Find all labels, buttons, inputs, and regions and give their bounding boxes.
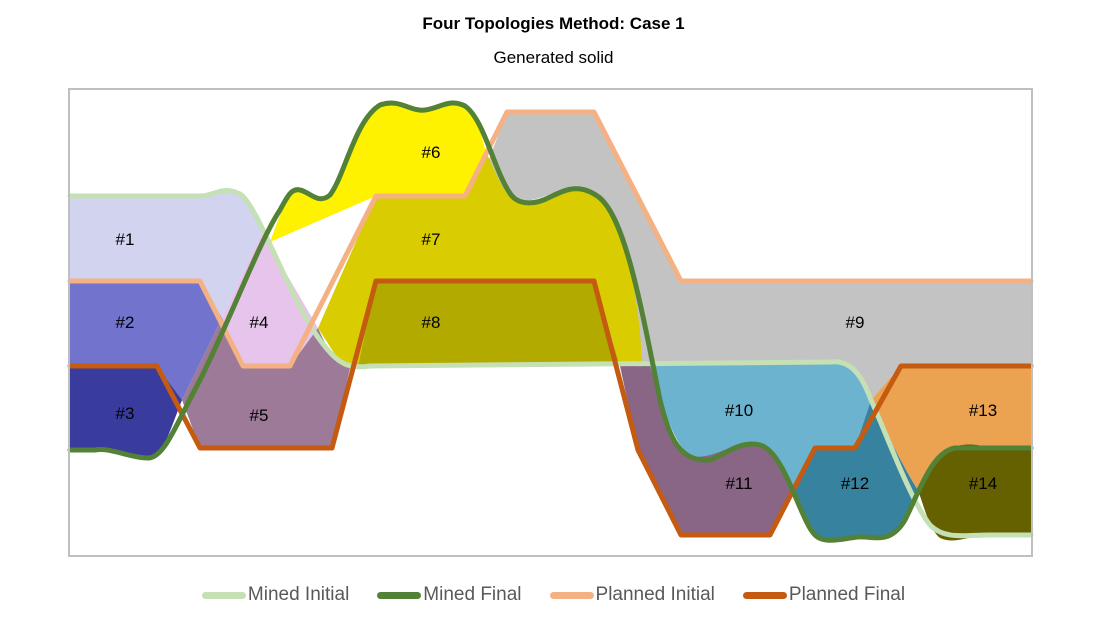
region-2 bbox=[70, 281, 222, 400]
legend-label-planned-initial: Planned Initial bbox=[595, 584, 715, 605]
region-label-11: #11 bbox=[725, 474, 752, 493]
legend-swatch-mined-final bbox=[377, 591, 422, 599]
region-label-12: #12 bbox=[841, 474, 869, 493]
region-label-8: #8 bbox=[422, 313, 441, 332]
legend-item-mined-final: Mined Final bbox=[377, 584, 522, 606]
mined-initial-line bbox=[67, 188, 1034, 539]
legend-swatch-mined-initial bbox=[201, 591, 246, 599]
region-label-14: #14 bbox=[969, 474, 997, 493]
region-8 bbox=[358, 281, 620, 366]
region-14 bbox=[918, 444, 1031, 541]
regions bbox=[70, 102, 1031, 541]
region-7 bbox=[318, 152, 642, 370]
region-label-6: #6 bbox=[422, 143, 441, 162]
chart-title: Four Topologies Method: Case 1 bbox=[422, 14, 685, 33]
legend-swatch-planned-final bbox=[742, 591, 787, 599]
region-label-1: #1 bbox=[116, 230, 135, 249]
region-label-4: #4 bbox=[250, 313, 269, 332]
region-13 bbox=[871, 366, 1031, 490]
legend-item-mined-initial: Mined Initial bbox=[201, 584, 350, 606]
legend-label-mined-initial: Mined Initial bbox=[247, 584, 350, 605]
region-11 bbox=[620, 366, 795, 535]
chart-subtitle: Generated solid bbox=[493, 48, 614, 67]
region-label-5: #5 bbox=[250, 406, 269, 425]
planned-initial-line bbox=[67, 109, 1034, 369]
region-labels: #1 #2 #3 #4 #5 #6 #7 #8 #9 #10 #11 #12 #… bbox=[116, 143, 998, 493]
legend-label-planned-final: Planned Final bbox=[788, 584, 906, 605]
region-1 bbox=[70, 190, 262, 318]
region-label-13: #13 bbox=[969, 401, 997, 420]
legend-label-mined-final: Mined Final bbox=[423, 584, 522, 605]
region-6 bbox=[270, 102, 486, 243]
region-label-10: #10 bbox=[725, 401, 753, 420]
region-9 bbox=[475, 112, 1031, 400]
region-3 bbox=[70, 366, 182, 459]
region-label-2: #2 bbox=[116, 313, 135, 332]
planned-final-line bbox=[67, 278, 1034, 538]
mined-final-line bbox=[67, 100, 1034, 543]
legend-item-planned-initial: Planned Initial bbox=[549, 584, 715, 606]
boundary-lines bbox=[67, 100, 1034, 543]
region-5 bbox=[182, 318, 350, 448]
region-label-9: #9 bbox=[846, 313, 865, 332]
plot-frame bbox=[68, 88, 1033, 557]
legend-swatch-planned-initial bbox=[549, 591, 594, 599]
legend: Mined Initial Mined Final Planned Initia… bbox=[0, 584, 1107, 606]
region-label-3: #3 bbox=[116, 404, 135, 423]
region-label-7: #7 bbox=[422, 230, 441, 249]
region-4 bbox=[222, 232, 318, 366]
legend-item-planned-final: Planned Final bbox=[742, 584, 906, 606]
